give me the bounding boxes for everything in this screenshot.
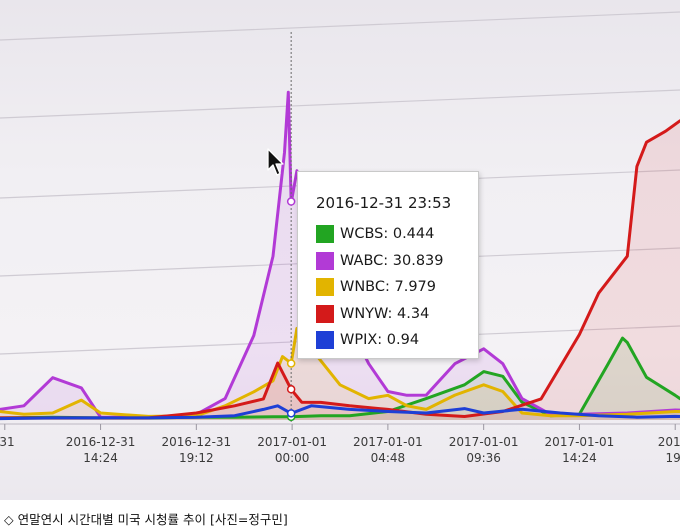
hover-point-wabc bbox=[286, 197, 296, 206]
tooltip-row-wpix: WPIX: 0.94 bbox=[316, 327, 478, 354]
legend-swatch-wcbs bbox=[316, 225, 334, 244]
series-line-wnyw bbox=[0, 119, 680, 420]
tooltip-value-wabc: WABC: 30.839 bbox=[340, 252, 444, 269]
tooltip-value-wnyw: WNYW: 4.34 bbox=[340, 305, 430, 322]
x-tick-label-3: 2017-01-01 00:00 bbox=[257, 435, 327, 465]
hover-indicator bbox=[286, 32, 296, 424]
gridline-0 bbox=[0, 11, 680, 41]
x-tick-label-0: -31 bbox=[0, 435, 15, 449]
hover-point-wnbc bbox=[286, 359, 296, 368]
caption-text: 연말연시 시간대별 미국 시청률 추이 [사진=정구민] bbox=[17, 512, 288, 527]
x-tick-label-6: 2017-01-01 14:24 bbox=[545, 435, 615, 465]
hover-point-wnyw bbox=[286, 385, 296, 394]
hover-point-wpix bbox=[286, 409, 296, 418]
series-area-wnbc bbox=[0, 328, 680, 420]
tooltip-row-wcbs: WCBS: 0.444 bbox=[316, 221, 478, 248]
tooltip-value-wnbc: WNBC: 7.979 bbox=[340, 279, 437, 296]
x-tick-label-1: 2016-12-31 14:24 bbox=[66, 435, 136, 465]
x-tick-label-5: 2017-01-01 09:36 bbox=[449, 435, 519, 465]
tooltip-value-wcbs: WCBS: 0.444 bbox=[340, 226, 435, 243]
tooltip-row-wabc: WABC: 30.839 bbox=[316, 248, 478, 275]
series-line-wnbc bbox=[0, 326, 680, 418]
chart-series-lines bbox=[0, 90, 680, 421]
legend-swatch-wabc bbox=[316, 251, 334, 270]
x-tick-label-7: 2017-19: bbox=[658, 435, 680, 465]
x-tick-label-2: 2016-12-31 19:12 bbox=[161, 435, 231, 465]
series-area-wnyw bbox=[0, 120, 680, 421]
series-line-wpix bbox=[0, 404, 680, 421]
legend-swatch-wnyw bbox=[316, 304, 334, 323]
tooltip-row-wnyw: WNYW: 4.34 bbox=[316, 301, 478, 328]
tooltip-timestamp: 2016-12-31 23:53 bbox=[316, 194, 452, 212]
legend-swatch-wpix bbox=[316, 331, 334, 350]
diamond-bullet-icon: ◇ bbox=[4, 512, 14, 527]
x-tick-label-4: 2017-01-01 04:48 bbox=[353, 435, 423, 465]
photo-caption: ◇ 연말연시 시간대별 미국 시청률 추이 [사진=정구민] bbox=[4, 509, 288, 528]
mouse-cursor-icon bbox=[267, 148, 284, 176]
gridline-1 bbox=[0, 89, 680, 119]
tooltip-row-wnbc: WNBC: 7.979 bbox=[316, 274, 478, 301]
tooltip-value-wpix: WPIX: 0.94 bbox=[340, 332, 420, 349]
hover-tooltip: 2016-12-31 23:53 WCBS: 0.444 WABC: 30.83… bbox=[297, 171, 479, 359]
legend-swatch-wnbc bbox=[316, 278, 334, 297]
